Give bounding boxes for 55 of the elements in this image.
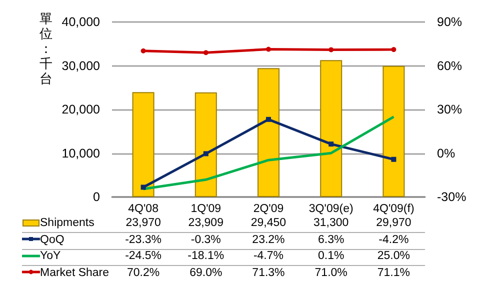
legend-label: Market Share — [39, 266, 110, 278]
legend-label: YoY — [39, 250, 61, 262]
data-label: 29,450 — [250, 217, 288, 229]
bar — [258, 68, 280, 197]
y2-tick-label: 30% — [437, 102, 462, 116]
data-label: 70.2% — [126, 266, 161, 278]
y-tick-label: 20,000 — [62, 102, 100, 116]
point — [203, 50, 208, 56]
y2-tick-label: 60% — [437, 58, 462, 73]
data-label: -4.2% — [378, 234, 410, 246]
x-tick-label: 4Q'09(f) — [373, 203, 414, 215]
data-label: 69.0% — [188, 266, 224, 278]
data-label: 71.1% — [376, 266, 411, 278]
point — [391, 156, 396, 162]
y2-tick-label: 90% — [437, 15, 462, 29]
data-label: 23,970 — [124, 217, 162, 229]
x-tick-label: 3Q'09(e) — [308, 203, 354, 215]
bar — [194, 92, 217, 197]
data-label: -23.3% — [124, 234, 163, 246]
legend-label: QoQ — [39, 234, 64, 246]
data-label: 31,300 — [312, 217, 350, 229]
y-axis-title: 單位：千台 — [38, 12, 54, 87]
point — [266, 116, 271, 122]
point — [140, 184, 146, 190]
bar — [132, 92, 154, 197]
data-label: -24.5% — [124, 250, 163, 262]
data-label: -18.1% — [186, 250, 226, 262]
y2-tick-label: 0% — [437, 146, 456, 160]
point — [328, 142, 334, 147]
y2-tick-label: -30% — [437, 190, 466, 204]
x-tick-label: 4Q'08 — [128, 203, 158, 215]
data-label: -4.7% — [252, 250, 284, 262]
y-tick-label: 0 — [93, 190, 100, 204]
y-tick-label: 10,000 — [62, 146, 100, 160]
data-label: 6.3% — [316, 234, 346, 246]
data-label: 25.0% — [376, 250, 411, 262]
legend-label: Shipments — [39, 217, 94, 229]
x-tick-label: 2Q'09 — [253, 203, 284, 215]
x-tick-label: 1Q'09 — [190, 203, 222, 215]
bar — [382, 66, 405, 197]
point — [328, 47, 334, 52]
point — [266, 46, 271, 52]
point — [203, 151, 208, 156]
data-label: -0.3% — [190, 234, 222, 246]
point — [140, 48, 146, 54]
point — [391, 47, 396, 52]
data-label: 29,970 — [375, 217, 412, 229]
y-tick-label: 40,000 — [62, 15, 100, 29]
data-label: 71.0% — [314, 266, 348, 278]
data-label: 71.3% — [251, 266, 286, 278]
data-label: 23.2% — [251, 234, 286, 246]
data-label: 23,909 — [187, 217, 224, 229]
data-label: 0.1% — [316, 250, 346, 262]
y-tick-label: 30,000 — [62, 58, 100, 73]
bar — [320, 60, 342, 197]
